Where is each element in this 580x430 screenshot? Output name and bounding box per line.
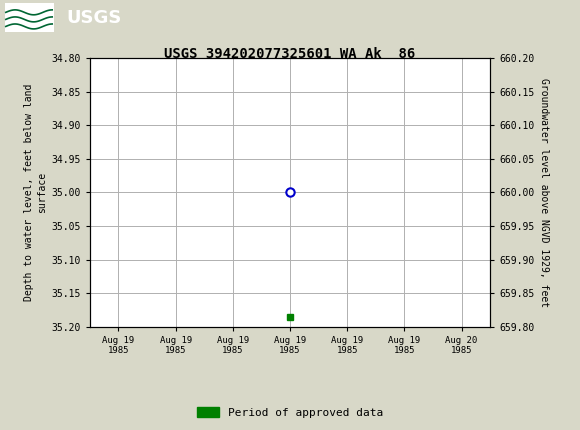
- FancyBboxPatch shape: [5, 3, 54, 32]
- Y-axis label: Groundwater level above NGVD 1929, feet: Groundwater level above NGVD 1929, feet: [539, 78, 549, 307]
- Text: USGS 394202077325601 WA Ak  86: USGS 394202077325601 WA Ak 86: [164, 47, 416, 61]
- Text: USGS: USGS: [67, 9, 122, 27]
- Y-axis label: Depth to water level, feet below land
surface: Depth to water level, feet below land su…: [24, 84, 48, 301]
- Legend: Period of approved data: Period of approved data: [193, 403, 387, 422]
